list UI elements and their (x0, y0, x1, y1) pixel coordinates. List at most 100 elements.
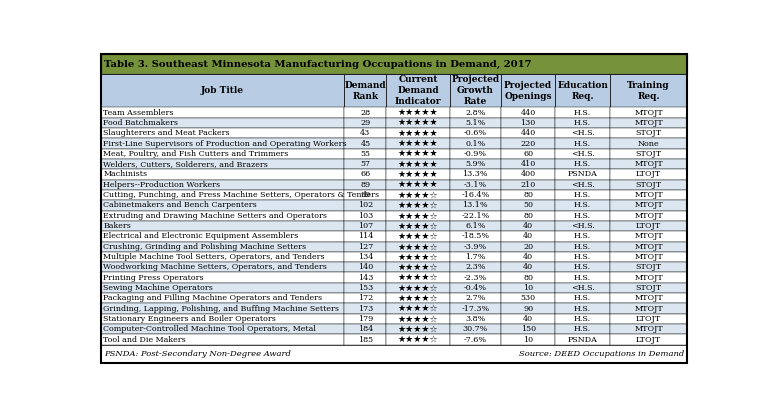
Bar (450, 138, 501, 149)
Text: H.S.: H.S. (574, 274, 591, 282)
Text: 1.7%: 1.7% (465, 253, 485, 261)
Bar (610, 221, 687, 231)
Text: -0.6%: -0.6% (464, 129, 487, 137)
Bar (101, 149, 345, 159)
Bar (345, 242, 387, 252)
Bar (387, 211, 450, 221)
Text: 179: 179 (358, 315, 373, 323)
Bar (555, 107, 610, 118)
Text: H.S.: H.S. (574, 294, 591, 302)
Bar (501, 211, 555, 221)
Text: LTOJT: LTOJT (636, 222, 661, 230)
Text: 172: 172 (358, 294, 373, 302)
Bar (450, 324, 501, 335)
Bar (501, 304, 555, 314)
Text: H.S.: H.S. (574, 140, 591, 147)
Bar (501, 107, 555, 118)
Text: ★★★★★: ★★★★★ (398, 150, 438, 158)
Text: LTOJT: LTOJT (636, 171, 661, 178)
Bar (101, 314, 345, 324)
Bar (501, 190, 555, 200)
Bar (387, 283, 450, 293)
Text: Printing Press Operators: Printing Press Operators (103, 274, 204, 282)
Text: ★★★★★: ★★★★★ (398, 180, 438, 189)
Text: -3.9%: -3.9% (464, 243, 487, 251)
Bar (610, 149, 687, 159)
Text: 45: 45 (361, 140, 371, 147)
Bar (345, 138, 387, 149)
Text: H.S.: H.S. (574, 304, 591, 313)
Bar (610, 273, 687, 283)
Bar (501, 74, 555, 107)
Text: H.S.: H.S. (574, 253, 591, 261)
Bar (555, 180, 610, 190)
Text: Helpers--Production Workers: Helpers--Production Workers (103, 181, 221, 189)
Text: MTOJT: MTOJT (634, 212, 663, 220)
Text: H.S.: H.S. (574, 202, 591, 209)
Text: Projected
Growth
Rate: Projected Growth Rate (451, 75, 499, 106)
Bar (101, 190, 345, 200)
Bar (101, 283, 345, 293)
Text: ★★★★☆: ★★★★☆ (398, 325, 438, 334)
Text: MTOJT: MTOJT (634, 304, 663, 313)
Text: 89: 89 (361, 181, 371, 189)
Bar (450, 118, 501, 128)
Text: MTOJT: MTOJT (634, 243, 663, 251)
Text: 127: 127 (358, 243, 373, 251)
Text: Team Assemblers: Team Assemblers (103, 109, 174, 116)
Text: <H.S.: <H.S. (571, 284, 594, 292)
Text: Meat, Poultry, and Fish Cutters and Trimmers: Meat, Poultry, and Fish Cutters and Trim… (103, 150, 288, 158)
Bar (101, 324, 345, 335)
Bar (555, 149, 610, 159)
Text: 99: 99 (360, 191, 371, 199)
Bar (450, 169, 501, 180)
Text: Welders, Cutters, Solderers, and Brazers: Welders, Cutters, Solderers, and Brazers (103, 160, 268, 168)
Bar (101, 242, 345, 252)
Bar (387, 107, 450, 118)
Text: -17.3%: -17.3% (461, 304, 489, 313)
Bar (387, 169, 450, 180)
Bar (345, 211, 387, 221)
Bar (387, 242, 450, 252)
Bar (555, 211, 610, 221)
Bar (501, 128, 555, 138)
Bar (501, 118, 555, 128)
Text: 60: 60 (523, 150, 533, 158)
Text: Computer-Controlled Machine Tool Operators, Metal: Computer-Controlled Machine Tool Operato… (103, 325, 316, 333)
Bar (345, 304, 387, 314)
Text: H.S.: H.S. (574, 243, 591, 251)
Text: 10: 10 (523, 335, 533, 344)
Bar (501, 252, 555, 262)
Text: ★★★★☆: ★★★★☆ (398, 263, 438, 272)
Bar (345, 190, 387, 200)
Bar (450, 74, 501, 107)
Bar (345, 149, 387, 159)
Text: H.S.: H.S. (574, 109, 591, 116)
Bar (610, 211, 687, 221)
Text: MTOJT: MTOJT (634, 274, 663, 282)
Bar (345, 221, 387, 231)
Text: MTOJT: MTOJT (634, 325, 663, 333)
Bar (345, 159, 387, 169)
Bar (450, 211, 501, 221)
Text: ★★★★★: ★★★★★ (398, 160, 438, 169)
Bar (501, 169, 555, 180)
Text: ★★★★☆: ★★★★☆ (398, 201, 438, 210)
Bar (610, 118, 687, 128)
Bar (101, 273, 345, 283)
Bar (387, 231, 450, 242)
Bar (501, 335, 555, 345)
Bar (387, 252, 450, 262)
Text: 140: 140 (358, 263, 373, 271)
Text: 80: 80 (523, 191, 533, 199)
Text: 50: 50 (523, 202, 533, 209)
Text: MTOJT: MTOJT (634, 160, 663, 168)
Text: None: None (638, 140, 660, 147)
Text: Machinists: Machinists (103, 171, 148, 178)
Text: Projected
Openings: Projected Openings (504, 81, 552, 101)
Bar (387, 304, 450, 314)
Text: First-Line Supervisors of Production and Operating Workers: First-Line Supervisors of Production and… (103, 140, 347, 147)
Bar (450, 159, 501, 169)
Bar (450, 149, 501, 159)
Text: H.S.: H.S. (574, 119, 591, 127)
